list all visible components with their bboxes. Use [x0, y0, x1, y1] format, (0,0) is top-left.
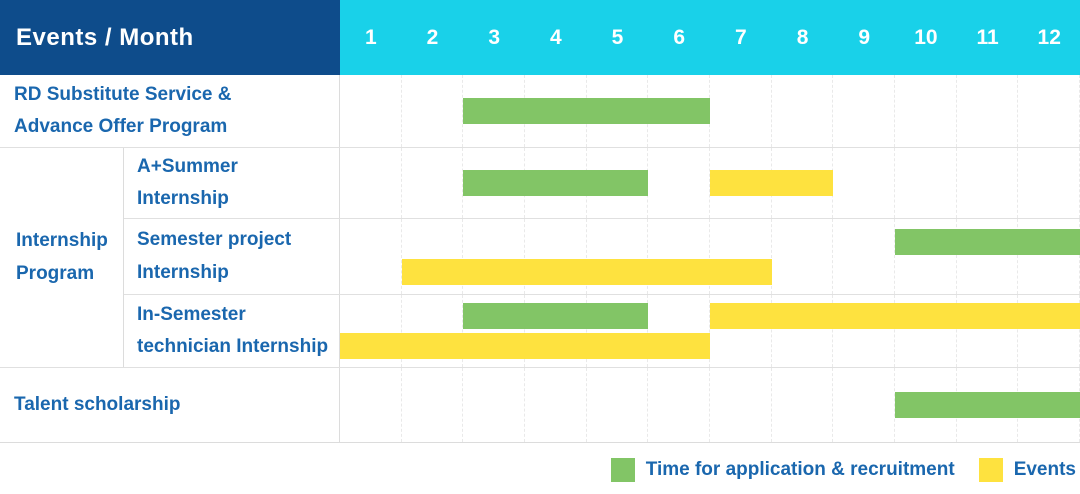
- group-subrows: A+Summer Internship Semester project Int…: [124, 148, 1080, 367]
- month-grid-cell: [402, 148, 464, 218]
- month-grid-cell: [340, 219, 402, 294]
- gantt-bar-green: [895, 392, 1080, 418]
- row-label-semester-project: Semester project Internship: [124, 219, 340, 294]
- internship-program-group: Internship Program A+Summer Internship S…: [0, 148, 1080, 368]
- legend-label: Time for application & recruitment: [645, 458, 955, 480]
- month-grid-cell: [833, 295, 896, 367]
- legend-swatch-yellow: [978, 457, 1003, 482]
- month-grid-cell: [710, 75, 772, 147]
- table-row: Semester project Internship: [124, 219, 1080, 295]
- month-grid-cell: [525, 219, 587, 294]
- month-grid-cell: [833, 75, 896, 147]
- month-grid-cell: [957, 295, 1019, 367]
- month-header: 1 2 3 4 5 6 7 8 9 10 11 12: [340, 0, 1080, 75]
- month-grid-cell: [833, 148, 896, 218]
- month-grid-cell: [772, 75, 834, 147]
- month-grid-cell: [1018, 75, 1080, 147]
- month-grid-cell: [525, 368, 587, 442]
- month-grid-cell: [463, 368, 526, 442]
- month-label: 2: [426, 25, 439, 49]
- chart-row-semester-project: [340, 219, 1080, 294]
- month-grid-cell: [463, 219, 526, 294]
- row-label-talent-scholarship: Talent scholarship: [0, 368, 340, 442]
- chart-row-rd-substitute: [340, 75, 1080, 147]
- month-grid-cell: [587, 219, 649, 294]
- month-grid-cell: [772, 219, 834, 294]
- month-grid-cell: [648, 295, 711, 367]
- corner-cell-title: Events / Month: [0, 0, 340, 75]
- month-grid-cell: [957, 148, 1019, 218]
- legend-item-events: Events: [978, 457, 1076, 482]
- month-grid-cell: [957, 75, 1019, 147]
- month-grid-cell: [340, 75, 402, 147]
- month-grid-cell: [587, 295, 649, 367]
- month-grid-cell: [895, 75, 957, 147]
- month-grid-cell: [340, 148, 402, 218]
- month-label: 5: [611, 25, 624, 49]
- month-grid-cell: [648, 219, 711, 294]
- gantt-bar-yellow: [710, 303, 1080, 329]
- month-grid-cell: [402, 219, 464, 294]
- chart-row-talent-scholarship: [340, 368, 1080, 442]
- month-label: 4: [550, 25, 562, 49]
- month-grid-cell: [710, 219, 772, 294]
- month-grid-cell: [340, 368, 402, 442]
- chart-row-a-plus-summer: [340, 148, 1080, 218]
- month-grid-cell: [710, 295, 772, 367]
- month-grid-cell: [402, 295, 464, 367]
- month-label: 3: [488, 25, 501, 49]
- month-grid-cell: [525, 295, 587, 367]
- month-grid-cell: [340, 295, 402, 367]
- table-row: In-Semester technician Internship: [124, 295, 1080, 367]
- month-label: 1: [364, 25, 377, 49]
- month-grid-cell: [710, 368, 772, 442]
- month-grid-cell: [895, 295, 957, 367]
- gantt-bar-yellow: [710, 170, 834, 196]
- group-label-internship-program: Internship Program: [0, 148, 124, 367]
- gantt-bar-green: [463, 170, 649, 196]
- month-label: 7: [735, 25, 747, 49]
- table-body: RD Substitute Service & Advance Offer Pr…: [0, 75, 1080, 443]
- month-label: 12: [1037, 25, 1061, 49]
- month-grid-cell: [1018, 148, 1080, 218]
- month-grid-cell: [833, 219, 896, 294]
- month-label: 6: [673, 25, 686, 49]
- row-label-rd-substitute: RD Substitute Service & Advance Offer Pr…: [0, 75, 340, 147]
- month-grid-cell: [833, 368, 896, 442]
- gantt-bar-yellow: [340, 333, 710, 359]
- table-row: RD Substitute Service & Advance Offer Pr…: [0, 75, 1080, 148]
- month-label: 9: [858, 25, 871, 49]
- month-grid-cell: [772, 295, 834, 367]
- month-grid-cell: [895, 219, 957, 294]
- table-row: Talent scholarship: [0, 368, 1080, 442]
- chart-row-in-semester-technician: [340, 295, 1080, 367]
- month-label: 10: [914, 25, 938, 49]
- gantt-bar-green: [895, 228, 1080, 255]
- month-grid-cell: [648, 368, 711, 442]
- row-label-in-semester-technician: In-Semester technician Internship: [124, 295, 340, 367]
- table-row: A+Summer Internship: [124, 148, 1080, 219]
- gantt-bar-green: [463, 98, 710, 124]
- month-grid-cell: [402, 75, 464, 147]
- gantt-bar-yellow: [401, 258, 772, 285]
- month-grid-cell: [463, 295, 526, 367]
- header-row: Events / Month 1 2 3 4 5 6 7 8 9 10 11 12: [0, 0, 1080, 75]
- legend: Time for application & recruitment Event…: [0, 443, 1080, 494]
- month-grid-cell: [772, 368, 834, 442]
- month-grid-cell: [402, 368, 464, 442]
- month-grid-cell: [957, 219, 1019, 294]
- gantt-bar-green: [463, 303, 649, 329]
- month-grid-cell: [895, 148, 957, 218]
- legend-label: Events: [1013, 458, 1076, 480]
- month-label: 8: [796, 25, 809, 49]
- month-grid-cell: [648, 148, 711, 218]
- legend-swatch-green: [610, 457, 635, 482]
- month-label: 11: [976, 25, 999, 49]
- row-label-a-plus-summer: A+Summer Internship: [124, 148, 340, 218]
- month-grid-cell: [587, 368, 649, 442]
- legend-item-application-recruitment: Time for application & recruitment: [610, 457, 955, 482]
